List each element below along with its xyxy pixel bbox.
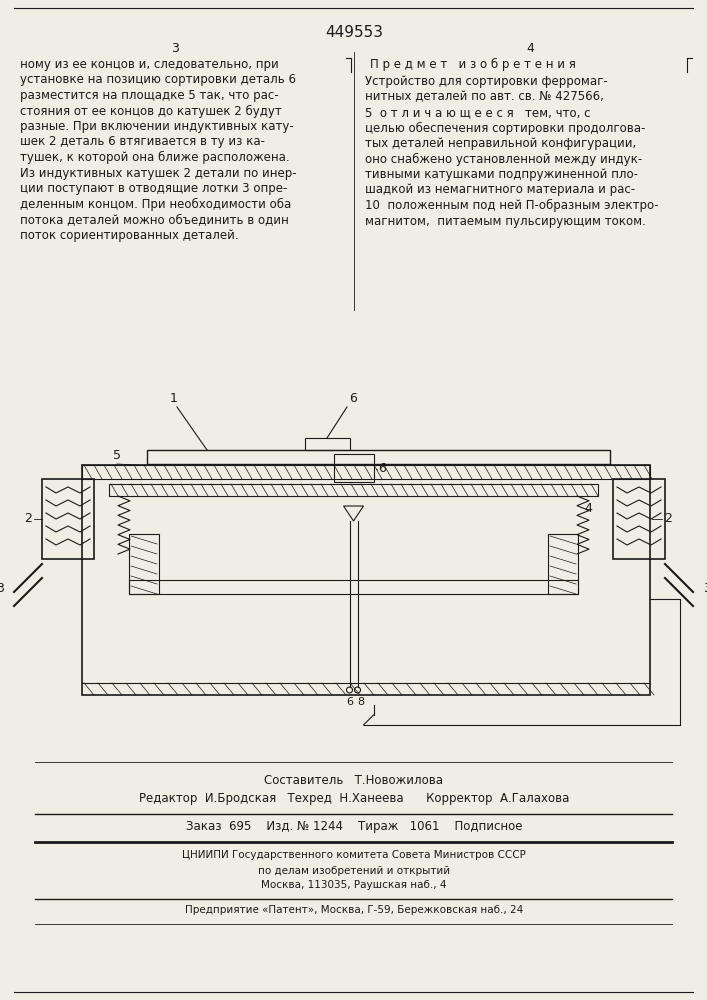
- Text: ции поступают в отводящие лотки 3 опре-: ции поступают в отводящие лотки 3 опре-: [20, 182, 287, 195]
- Bar: [548, 534, 578, 594]
- Text: 3: 3: [171, 42, 179, 55]
- Text: Из индуктивных катушек 2 детали по инер-: Из индуктивных катушек 2 детали по инер-: [20, 166, 297, 180]
- Text: шек 2 деталь 6 втягивается в ту из ка-: шек 2 деталь 6 втягивается в ту из ка-: [20, 135, 265, 148]
- Bar: [82, 465, 650, 479]
- Text: установке на позицию сортировки деталь 6: установке на позицию сортировки деталь 6: [20, 74, 296, 87]
- Text: разместится на площадке 5 так, что рас-: разместится на площадке 5 так, что рас-: [20, 89, 279, 102]
- Text: по делам изобретений и открытий: по делам изобретений и открытий: [258, 866, 450, 876]
- Text: П р е д м е т   и з о б р е т е н и я: П р е д м е т и з о б р е т е н и я: [370, 58, 576, 71]
- Text: 3: 3: [0, 582, 4, 595]
- Text: поток сориентированных деталей.: поток сориентированных деталей.: [20, 229, 239, 241]
- Text: 6: 6: [346, 697, 353, 707]
- Text: целью обеспечения сортировки продолгова-: целью обеспечения сортировки продолгова-: [365, 121, 645, 135]
- Bar: [147, 450, 610, 464]
- Text: деленным концом. При необходимости оба: деленным концом. При необходимости оба: [20, 198, 291, 211]
- Text: 3: 3: [703, 582, 707, 595]
- Text: стояния от ее концов до катушек 2 будут: стояния от ее концов до катушек 2 будут: [20, 104, 282, 118]
- Text: ЦНИИПИ Государственного комитета Совета Министров СССР: ЦНИИПИ Государственного комитета Совета …: [182, 850, 526, 860]
- Text: нитных деталей по авт. св. № 427566,: нитных деталей по авт. св. № 427566,: [365, 91, 604, 104]
- Text: тых деталей неправильной конфигурации,: тых деталей неправильной конфигурации,: [365, 137, 636, 150]
- Text: ному из ее концов и, следовательно, при: ному из ее концов и, следовательно, при: [20, 58, 279, 71]
- Text: 449553: 449553: [325, 25, 383, 40]
- Text: 5  о т л и ч а ю щ е е с я   тем, что, с: 5 о т л и ч а ю щ е е с я тем, что, с: [365, 106, 590, 119]
- Text: 6: 6: [378, 462, 386, 476]
- Text: оно снабжено установленной между индук-: оно снабжено установленной между индук-: [365, 152, 642, 166]
- Text: 2: 2: [24, 512, 32, 526]
- Bar: [129, 534, 159, 594]
- Text: 2: 2: [664, 512, 672, 526]
- Text: 10  положенным под ней П-образным электро-: 10 положенным под ней П-образным электро…: [365, 199, 658, 212]
- Text: 6: 6: [349, 392, 357, 405]
- Text: тивными катушками подпружиненной пло-: тивными катушками подпружиненной пло-: [365, 168, 638, 181]
- Bar: [82, 465, 650, 695]
- Text: разные. При включении индуктивных кату-: разные. При включении индуктивных кату-: [20, 120, 293, 133]
- Text: 4: 4: [526, 42, 534, 55]
- Text: Заказ  695    Изд. № 1244    Тираж   1061    Подписное: Заказ 695 Изд. № 1244 Тираж 1061 Подписн…: [186, 820, 522, 833]
- Bar: [305, 438, 350, 450]
- Text: Редактор  И.Бродская   Техред  Н.Ханеева      Корректор  А.Галахова: Редактор И.Бродская Техред Н.Ханеева Кор…: [139, 792, 569, 805]
- Bar: [613, 479, 665, 559]
- Text: 8: 8: [358, 697, 365, 707]
- Bar: [129, 580, 578, 594]
- Text: шадкой из немагнитного материала и рас-: шадкой из немагнитного материала и рас-: [365, 184, 635, 196]
- Bar: [334, 454, 373, 482]
- Text: Москва, 113035, Раушская наб., 4: Москва, 113035, Раушская наб., 4: [262, 880, 447, 890]
- Text: Предприятие «Патент», Москва, Г-59, Бережковская наб., 24: Предприятие «Патент», Москва, Г-59, Бере…: [185, 905, 523, 915]
- Text: Составитель   Т.Новожилова: Составитель Т.Новожилова: [264, 774, 443, 787]
- Text: 4: 4: [584, 502, 592, 516]
- Text: 5: 5: [113, 449, 121, 462]
- Text: Устройство для сортировки ферромаг-: Устройство для сортировки ферромаг-: [365, 75, 608, 88]
- Text: тушек, к которой она ближе расположена.: тушек, к которой она ближе расположена.: [20, 151, 290, 164]
- Bar: [42, 479, 94, 559]
- Text: потока деталей можно объединить в один: потока деталей можно объединить в один: [20, 213, 288, 226]
- Bar: [109, 484, 598, 496]
- Text: магнитом,  питаемым пульсирующим током.: магнитом, питаемым пульсирующим током.: [365, 215, 646, 228]
- Text: 1: 1: [170, 392, 178, 405]
